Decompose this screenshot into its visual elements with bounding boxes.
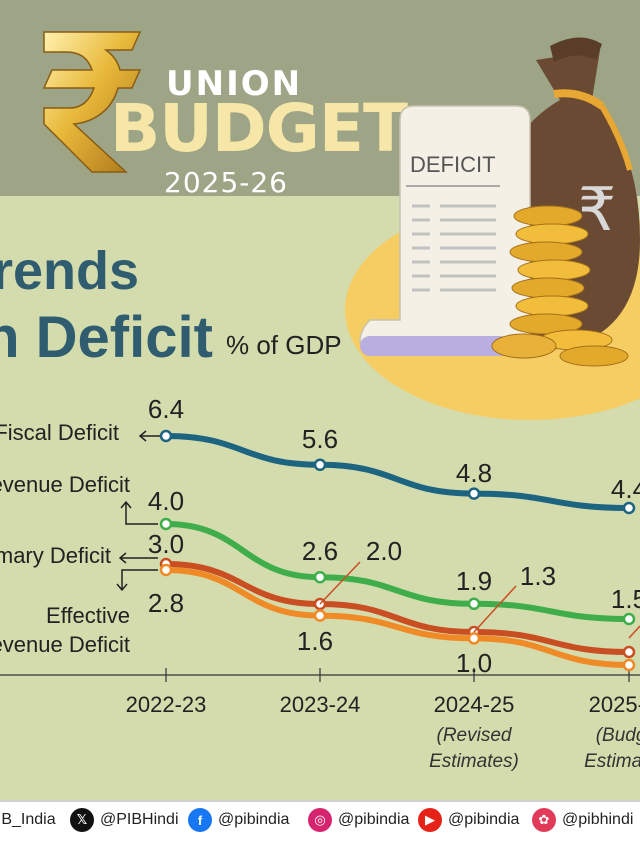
facebook-icon: f [188,808,212,832]
legend-arrow [138,430,160,442]
social-handle-text: @PIB_India [0,811,56,828]
koo-icon: ✿ [532,808,556,832]
union-label: UNION [166,64,303,104]
deficit-line-chart: 2022-23 2023-24 2024-25 (Revised Estimates) 2… [0,394,640,772]
data-point [313,570,327,584]
budget-logo: UNION BUDGET 2025-26 [36,26,408,199]
x-tick-label: 2022-23 [126,692,207,717]
coin-stack-icon [491,205,629,367]
data-label: 4.0 [148,486,184,516]
x-tick-label: 2024-25 [434,692,515,717]
callout-line [473,585,517,633]
x-tick-note: Estimates) [429,751,519,772]
data-point [159,517,173,531]
data-point [622,501,636,515]
legend-fiscal-deficit: Fiscal Deficit [0,420,119,445]
data-point [622,645,636,659]
data-point [159,429,173,443]
data-point [467,632,481,645]
legend-effective-revenue-deficit: Effective [46,603,130,628]
data-label: 2.0 [366,536,402,566]
data-label: 1.0 [456,648,492,678]
data-label: 2.6 [302,536,338,566]
data-label: 1.9 [456,566,492,596]
x-tick-label: 2023-24 [280,692,361,717]
instagram-icon: ◎ [308,808,332,832]
data-point [622,612,636,626]
data-point [467,597,481,611]
data-label: 4.4 [611,474,640,504]
data-label: 3.0 [148,529,184,559]
legend-arrow [116,569,158,592]
legend-arrow [120,500,158,525]
social-handle[interactable]: ◎ @pibindia [308,808,409,832]
youtube-icon: ▶ [418,808,442,832]
deficit-illustration: ₹ DEFICIT [345,37,640,420]
chart-title-line2: in Deficit [0,305,213,370]
social-handle-text: @PIBHindi [100,811,179,828]
social-handle[interactable]: 𝕏@PIB_India [0,808,56,832]
x-tick-note: (Revised [437,725,513,746]
x-tick-label: 2025-26 [589,692,640,717]
rupee-symbol-icon [42,31,142,173]
legend-primary-deficit: Primary Deficit [0,543,111,568]
series-line [163,561,632,655]
x-logo-icon: 𝕏 [70,808,94,832]
series-line [163,433,632,511]
data-label: 2.8 [148,588,184,618]
data-point [313,458,327,472]
social-handle[interactable]: f @pibindia [188,808,289,832]
callout-line [319,561,361,605]
legend-revenue-deficit: Revenue Deficit [0,472,130,497]
legend-arrow [118,552,158,564]
x-tick-note: (Budget [596,725,640,746]
data-label: 1.3 [520,561,556,591]
data-label: 5.6 [302,424,338,454]
data-label: 6.4 [148,394,184,424]
legend-effective-revenue-deficit: Revenue Deficit [0,632,130,657]
paper-title: DEFICIT [410,152,496,177]
social-handle[interactable]: ▶ @pibindia [418,808,519,832]
data-label: 4.8 [456,458,492,488]
budget-label: BUDGET [110,90,408,167]
x-tick-note: Estimates) [584,751,640,772]
social-handle-text: @pibindia [338,811,410,828]
data-point [467,487,481,500]
chart-unit-label: % of GDP [226,330,342,360]
budget-year: 2025-26 [164,166,288,199]
data-point [159,563,173,577]
social-handle-text: @pibindia [218,811,290,828]
social-handle-text: @pibhindi [562,811,634,828]
social-handle[interactable]: 𝕏 @PIBHindi [70,808,179,832]
social-handle[interactable]: ✿ @pibhindi [532,808,633,832]
data-label: 1.6 [297,626,333,656]
data-point [313,609,327,622]
social-handle-text: @pibindia [448,811,520,828]
series-line [163,521,632,622]
data-label: 1.5 [611,584,640,614]
data-point [622,658,636,672]
series-line [163,567,632,668]
callout-line [628,625,640,639]
deficit-paper: DEFICIT [359,105,531,356]
